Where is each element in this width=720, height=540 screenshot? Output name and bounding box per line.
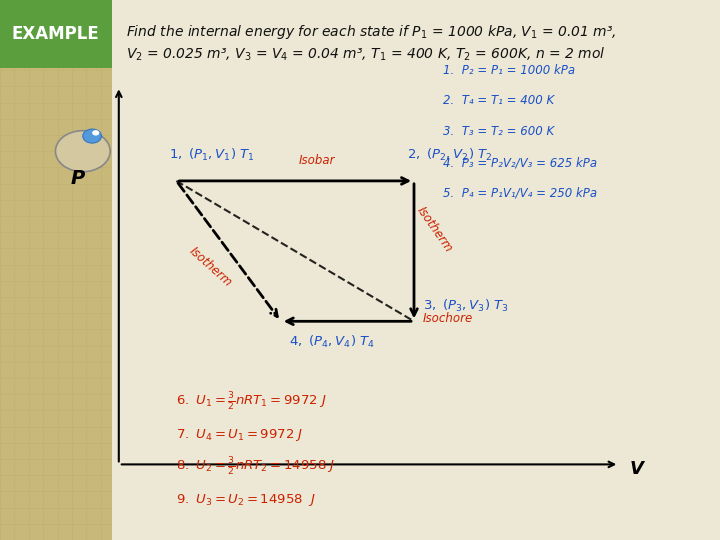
- Text: 5.  P₄ = P₁V₁/V₄ = 250 kPa: 5. P₄ = P₁V₁/V₄ = 250 kPa: [443, 187, 597, 200]
- Text: EXAMPLE: EXAMPLE: [12, 25, 99, 43]
- Text: Find the internal energy for each state if $P_1$ = 1000 kPa, $V_1$ = 0.01 m³,: Find the internal energy for each state …: [126, 23, 616, 42]
- Text: $\mathit{6.\ U_1 = \frac{3}{2} nRT_1 = 9972\ J}$: $\mathit{6.\ U_1 = \frac{3}{2} nRT_1 = 9…: [176, 392, 328, 413]
- FancyBboxPatch shape: [112, 0, 720, 68]
- Text: P: P: [71, 168, 85, 188]
- Text: 2.  T₄ = T₁ = 400 K: 2. T₄ = T₁ = 400 K: [443, 94, 554, 107]
- Text: 1.  P₂ = P₁ = 1000 kPa: 1. P₂ = P₁ = 1000 kPa: [443, 64, 575, 77]
- Text: $\mathit{1,\ (P_1, V_1)\ T_1}$: $\mathit{1,\ (P_1, V_1)\ T_1}$: [169, 147, 255, 163]
- Circle shape: [55, 131, 110, 172]
- Text: 4.  P₃ = P₂V₂/V₃ = 625 kPa: 4. P₃ = P₂V₂/V₃ = 625 kPa: [443, 156, 597, 169]
- Text: $\mathit{3,\ (P_3, V_3)\ T_3}$: $\mathit{3,\ (P_3, V_3)\ T_3}$: [423, 298, 508, 314]
- Text: 3.  T₃ = T₂ = 600 K: 3. T₃ = T₂ = 600 K: [443, 125, 554, 138]
- Text: $\mathit{7.\ U_4 = U_1 = 9972\ J}$: $\mathit{7.\ U_4 = U_1 = 9972\ J}$: [176, 427, 304, 443]
- Text: $\mathit{4,\ (P_4, V_4)\ T_4}$: $\mathit{4,\ (P_4, V_4)\ T_4}$: [289, 334, 375, 350]
- Text: $\mathit{9.\ U_3 = U_2 = 14958\ \ J}$: $\mathit{9.\ U_3 = U_2 = 14958\ \ J}$: [176, 491, 317, 508]
- FancyBboxPatch shape: [0, 0, 112, 540]
- Text: V: V: [630, 460, 644, 478]
- FancyBboxPatch shape: [0, 0, 112, 68]
- FancyBboxPatch shape: [112, 68, 720, 540]
- Text: $\mathit{8.\ U_2 = \frac{3}{2} nRT_2 = 14958\ J}$: $\mathit{8.\ U_2 = \frac{3}{2} nRT_2 = 1…: [176, 456, 336, 478]
- Text: Isochore: Isochore: [423, 312, 473, 325]
- Text: Isobar: Isobar: [299, 154, 335, 167]
- Text: $V_2$ = 0.025 m³, $V_3$ = $V_4$ = 0.04 m³, $T_1$ = 400 K, $T_2$ = 600K, n = 2 mo: $V_2$ = 0.025 m³, $V_3$ = $V_4$ = 0.04 m…: [126, 45, 606, 63]
- Text: Isotherm: Isotherm: [186, 245, 235, 290]
- Circle shape: [92, 130, 99, 136]
- Circle shape: [83, 129, 102, 143]
- Text: $\mathit{2,\ (P_2, V_2)\ T_2}$: $\mathit{2,\ (P_2, V_2)\ T_2}$: [407, 147, 492, 163]
- Text: Isotherm: Isotherm: [414, 204, 454, 255]
